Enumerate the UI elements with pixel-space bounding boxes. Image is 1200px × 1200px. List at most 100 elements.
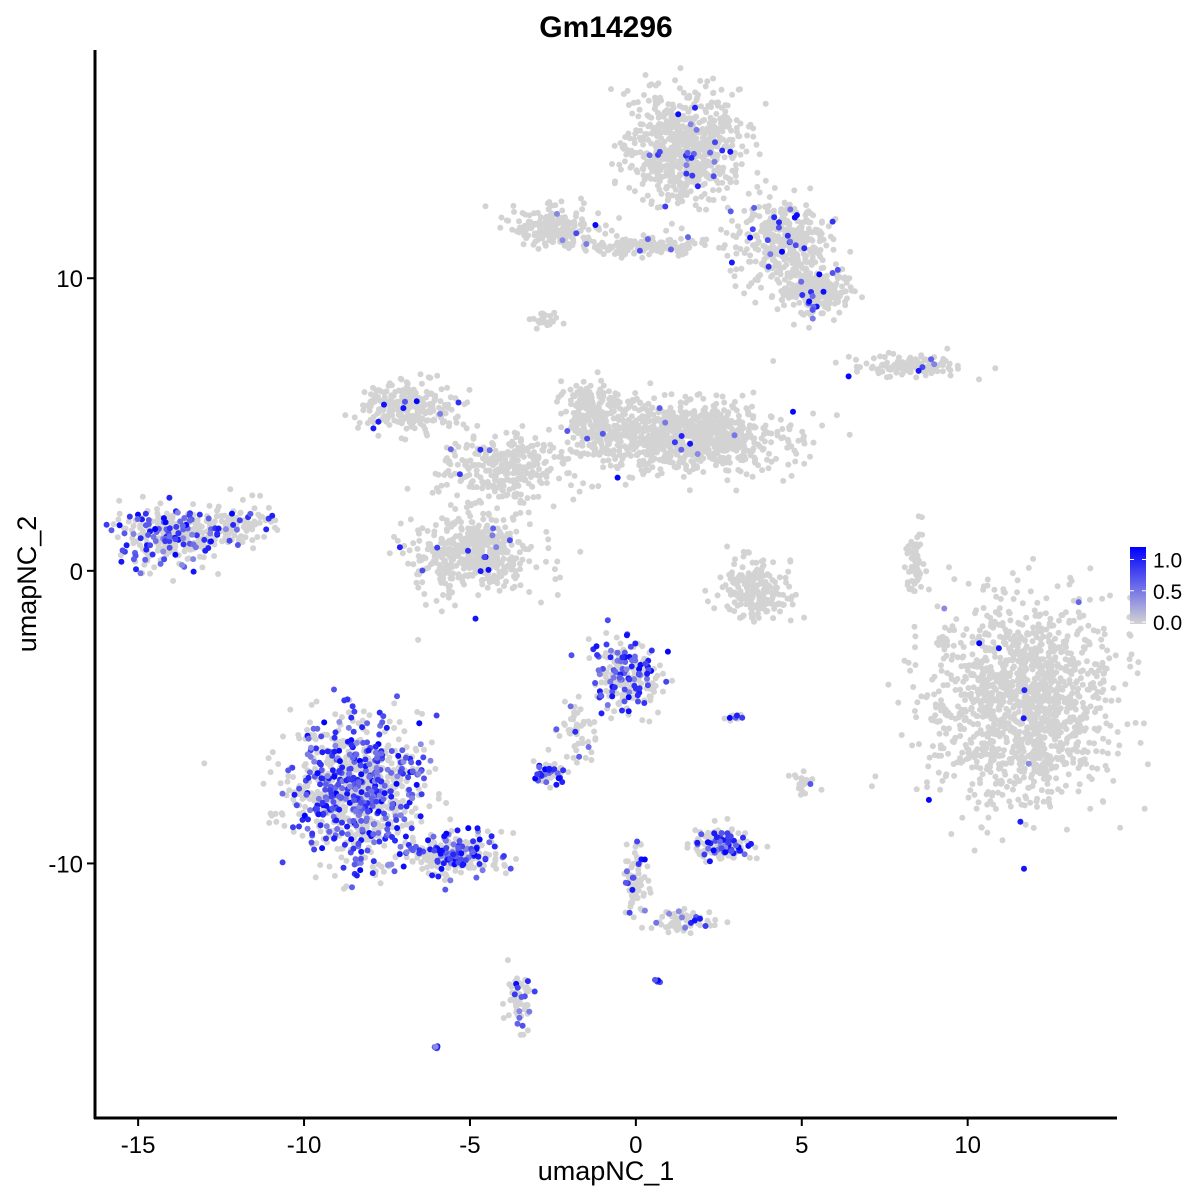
cell-point bbox=[826, 300, 833, 307]
cell-point bbox=[564, 218, 571, 225]
cell-point bbox=[1104, 647, 1111, 654]
cell-point bbox=[608, 86, 614, 93]
cell-point bbox=[704, 598, 711, 605]
cell-point bbox=[543, 470, 550, 477]
cell-point bbox=[237, 510, 244, 517]
cell-point bbox=[434, 372, 441, 379]
cell-point bbox=[617, 166, 624, 173]
cell-point bbox=[530, 494, 537, 501]
cell-point bbox=[639, 405, 646, 412]
cell-point bbox=[525, 509, 532, 516]
cell-point bbox=[444, 384, 451, 391]
cell-point bbox=[1082, 725, 1089, 732]
cell-point bbox=[461, 401, 468, 408]
cell-point bbox=[678, 225, 685, 232]
cell-point bbox=[249, 492, 256, 499]
cell-point bbox=[832, 359, 839, 366]
cell-point bbox=[590, 430, 597, 437]
cell-point bbox=[490, 462, 496, 469]
cell-point bbox=[887, 373, 894, 380]
cell-point bbox=[526, 521, 533, 528]
cell-point bbox=[560, 225, 567, 232]
cell-point bbox=[670, 183, 677, 189]
cell-point bbox=[747, 252, 754, 259]
cell-point bbox=[628, 243, 635, 250]
cell-point bbox=[542, 458, 549, 465]
cell-point bbox=[517, 499, 524, 506]
cell-point bbox=[947, 372, 954, 379]
cell-point bbox=[235, 536, 242, 543]
cell-point bbox=[473, 467, 480, 474]
cell-point bbox=[517, 224, 523, 231]
cell-point bbox=[680, 473, 687, 480]
cell-point bbox=[918, 352, 925, 359]
cell-point bbox=[639, 121, 646, 128]
cell-point bbox=[484, 479, 491, 486]
cell-point bbox=[769, 272, 776, 279]
cell-point bbox=[252, 521, 259, 528]
cell-point bbox=[649, 404, 656, 411]
cell-point bbox=[524, 445, 531, 452]
cell-point bbox=[702, 587, 709, 594]
cell-point bbox=[605, 447, 612, 454]
cell-point bbox=[1084, 658, 1090, 665]
cell-point bbox=[686, 487, 693, 494]
cell-point bbox=[510, 470, 517, 477]
cell-point bbox=[668, 144, 675, 151]
cell-point bbox=[700, 469, 707, 475]
cell-point bbox=[254, 534, 261, 540]
cell-point bbox=[899, 371, 905, 378]
cell-point bbox=[509, 456, 516, 463]
cell-point bbox=[750, 389, 757, 396]
cell-point bbox=[692, 137, 698, 144]
cell-point bbox=[558, 198, 565, 205]
cell-point bbox=[810, 439, 817, 446]
cell-point bbox=[782, 574, 789, 581]
cell-point bbox=[819, 300, 826, 307]
cell-point bbox=[475, 592, 482, 599]
cell-point bbox=[874, 366, 881, 373]
cell-point bbox=[438, 608, 445, 615]
cell-point bbox=[528, 543, 535, 550]
cell-point bbox=[551, 454, 558, 460]
cell-point bbox=[754, 566, 761, 573]
cell-point bbox=[242, 534, 249, 541]
cell-point bbox=[579, 206, 586, 213]
cell-point bbox=[951, 772, 958, 779]
cell-point bbox=[718, 120, 725, 126]
cell-point bbox=[960, 632, 967, 639]
cell-point bbox=[819, 422, 826, 429]
cell-point bbox=[492, 433, 499, 440]
cell-point bbox=[969, 633, 976, 640]
cell-point bbox=[473, 526, 480, 533]
cell-point bbox=[832, 261, 839, 268]
cell-point bbox=[745, 123, 752, 130]
cell-point bbox=[618, 460, 624, 467]
cell-point bbox=[798, 284, 805, 291]
cell-point bbox=[613, 232, 620, 239]
cell-point bbox=[722, 108, 729, 115]
cell-point bbox=[830, 246, 837, 253]
cell-point bbox=[431, 417, 438, 424]
cell-point bbox=[664, 183, 671, 190]
cell-point bbox=[427, 374, 434, 381]
cell-point bbox=[607, 462, 614, 469]
cell-point bbox=[756, 189, 763, 196]
cell-point bbox=[488, 455, 495, 462]
cell-point bbox=[508, 442, 515, 449]
cell-point bbox=[157, 500, 164, 507]
cell-point bbox=[819, 257, 826, 264]
cell-point bbox=[715, 426, 722, 433]
cell-point bbox=[692, 89, 699, 96]
cell-point bbox=[741, 250, 748, 256]
cell-point bbox=[517, 451, 524, 458]
cell-point bbox=[647, 380, 654, 387]
cell-point bbox=[485, 493, 492, 500]
cell-point bbox=[736, 133, 743, 140]
cell-point bbox=[615, 425, 622, 432]
cell-point bbox=[772, 579, 778, 585]
cell-point bbox=[495, 534, 502, 541]
cell-point bbox=[659, 241, 665, 248]
cell-point bbox=[631, 405, 638, 412]
cell-point bbox=[423, 417, 430, 424]
